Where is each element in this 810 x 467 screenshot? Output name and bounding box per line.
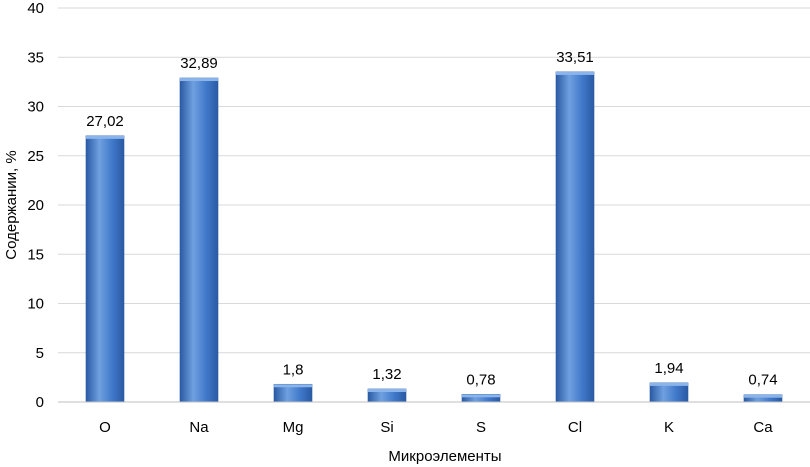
y-tick-label: 15: [27, 246, 44, 263]
data-label-si: 1,32: [372, 366, 401, 383]
bar-na: [179, 77, 219, 403]
data-label-cl: 33,51: [556, 49, 594, 66]
bar-top-highlight: [368, 388, 406, 392]
y-tick-label: 25: [27, 148, 44, 165]
bar-top-highlight: [180, 78, 218, 82]
data-label-na: 32,89: [180, 55, 218, 72]
bar-s: [461, 394, 501, 403]
x-tick-label-na: Na: [189, 419, 209, 436]
bar-top-highlight: [556, 71, 594, 75]
bar-k: [649, 382, 689, 403]
x-tick-label-k: K: [664, 419, 674, 436]
x-axis-ticks: O Na Mg Si S Cl K Ca: [99, 419, 773, 436]
bar-ca: [743, 394, 783, 403]
x-tick-label-s: S: [476, 419, 486, 436]
y-tick-label: 0: [36, 394, 44, 411]
y-tick-label: 20: [27, 197, 44, 214]
bar-body: [85, 135, 125, 403]
x-tick-label-o: O: [99, 419, 111, 436]
bar-top-highlight: [744, 394, 782, 398]
bar-si: [367, 388, 407, 403]
data-label-o: 27,02: [86, 113, 124, 130]
bar-top-highlight: [86, 135, 124, 139]
data-label-mg: 1,8: [283, 361, 304, 378]
y-tick-label: 40: [27, 0, 44, 17]
y-tick-label: 35: [27, 49, 44, 66]
y-tick-label: 5: [36, 345, 44, 362]
x-tick-label-si: Si: [380, 419, 393, 436]
x-tick-label-ca: Ca: [753, 419, 773, 436]
bar-top-highlight: [274, 384, 312, 388]
data-label-ca: 0,74: [748, 372, 777, 389]
y-axis-ticks: 0 5 10 15 20 25 30 35 40: [27, 0, 44, 411]
bar-mg: [273, 383, 313, 403]
bar-o: [85, 135, 125, 403]
x-tick-label-mg: Mg: [283, 419, 304, 436]
bar-body: [555, 71, 595, 403]
x-axis-title: Микроэлементы: [388, 448, 501, 465]
bar-body: [179, 77, 219, 403]
bar-top-highlight: [462, 394, 500, 398]
data-label-s: 0,78: [466, 371, 495, 388]
data-labels: 27,02 32,89 1,8 1,32 0,78 33,51 1,94 0,74: [86, 49, 777, 389]
x-tick-label-cl: Cl: [568, 419, 582, 436]
y-tick-label: 10: [27, 296, 44, 313]
y-axis-title: Содержании, %: [3, 150, 20, 259]
bar-top-highlight: [650, 382, 688, 386]
bars: [85, 71, 783, 403]
data-label-k: 1,94: [654, 360, 683, 377]
y-tick-label: 30: [27, 99, 44, 116]
bar-cl: [555, 71, 595, 403]
gridlines: [58, 7, 810, 354]
